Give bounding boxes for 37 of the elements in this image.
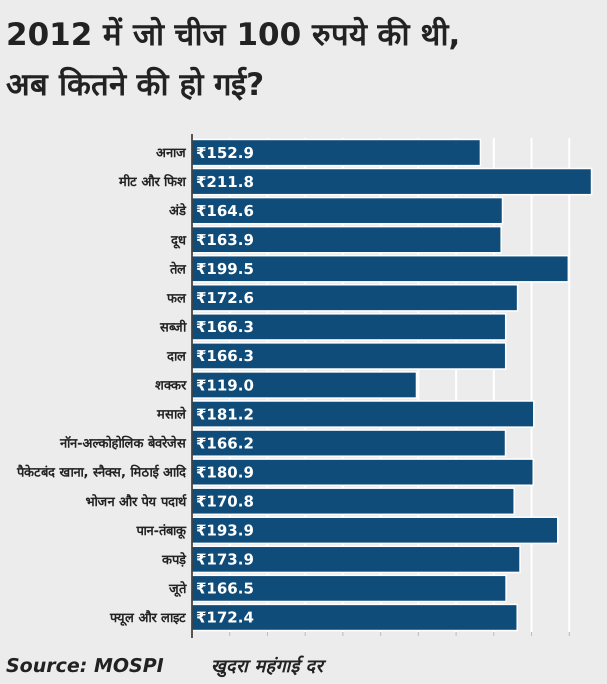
y-tick-label: तेल bbox=[169, 261, 187, 278]
data-label: ₹163.9 bbox=[196, 230, 254, 249]
y-tick-label: अंडे bbox=[169, 203, 187, 220]
y-tick-label: पान-तंबाकू bbox=[136, 522, 187, 539]
y-tick-label: दूध bbox=[170, 233, 187, 250]
data-label: ₹164.6 bbox=[196, 202, 254, 220]
data-label: ₹170.8 bbox=[196, 492, 254, 510]
y-tick-label: शक्कर bbox=[155, 378, 187, 394]
data-label: ₹152.9 bbox=[196, 144, 254, 162]
data-label: ₹173.9 bbox=[196, 550, 254, 569]
data-label: ₹172.6 bbox=[196, 289, 254, 308]
y-tick-label: नॉन-अल्कोहोलिक बेवरेजेस bbox=[59, 436, 187, 452]
y-tick-label: दाल bbox=[166, 349, 187, 364]
data-label: ₹166.3 bbox=[196, 347, 254, 366]
y-tick-label: भोजन और पेय पदार्थ bbox=[85, 494, 187, 510]
data-label: ₹166.3 bbox=[196, 318, 254, 336]
data-label: ₹199.5 bbox=[196, 260, 254, 278]
data-label: ₹193.9 bbox=[196, 522, 254, 540]
y-tick-label: सब्जी bbox=[159, 319, 187, 336]
data-label: ₹166.2 bbox=[196, 434, 254, 452]
y-tick-label: मसाले bbox=[156, 406, 187, 423]
y-tick-label: अनाज bbox=[156, 146, 187, 162]
y-tick-label: जूते bbox=[168, 580, 187, 597]
data-label: ₹166.5 bbox=[196, 580, 254, 598]
y-tick-label: पैकेटबंद खाना, स्नैक्स, मिठाई आदि bbox=[16, 464, 187, 481]
text: खुदरा महंगाई दर bbox=[211, 655, 327, 678]
data-label: ₹181.2 bbox=[196, 405, 254, 424]
data-label: ₹211.8 bbox=[196, 172, 254, 191]
y-tick-label: कपड़े bbox=[161, 552, 187, 568]
data-label: ₹172.4 bbox=[196, 608, 254, 627]
data-label: ₹180.9 bbox=[196, 463, 254, 482]
y-tick-label: फल bbox=[166, 291, 187, 306]
chart-title: 2012 में जो चीज 100 रुपये की थी, अब कितने की हो गई? bbox=[6, 16, 460, 103]
data-label: ₹119.0 bbox=[196, 376, 254, 394]
y-tick-label: फ्यूल और लाइट bbox=[108, 610, 186, 626]
source-note: Source: MOSPI bbox=[6, 655, 164, 677]
y-tick-label: मीट और फिश bbox=[118, 174, 187, 190]
